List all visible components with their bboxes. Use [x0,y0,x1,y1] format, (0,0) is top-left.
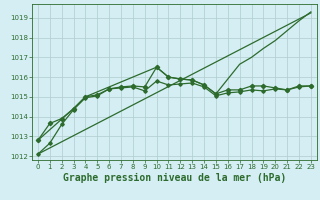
X-axis label: Graphe pression niveau de la mer (hPa): Graphe pression niveau de la mer (hPa) [63,173,286,183]
